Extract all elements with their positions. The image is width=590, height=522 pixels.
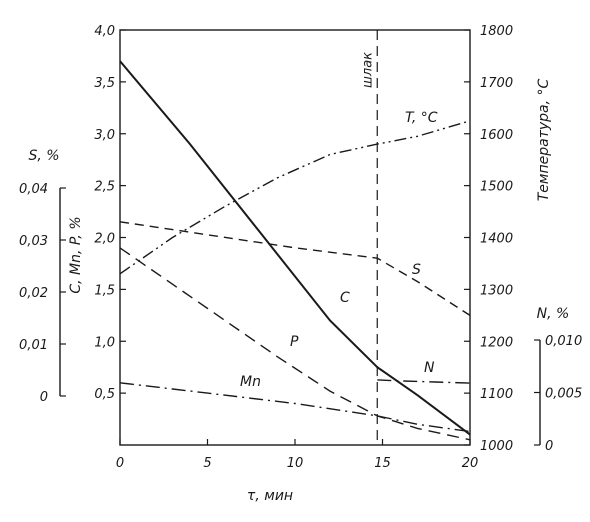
- series-label-c: C: [340, 290, 350, 306]
- series-line-mn: [119, 382, 471, 433]
- x-tick-label-3: 15: [374, 456, 391, 471]
- x-tick-label-4: 20: [462, 456, 479, 471]
- s-tick-label-4: 0,04: [19, 182, 48, 197]
- x-tick-label-0: 0: [116, 456, 124, 471]
- s-tick-label-0: 0: [40, 390, 48, 405]
- temperature-tick-label-2: 1200: [480, 335, 513, 350]
- c-mn-p-tick-label-5: 3,0: [94, 128, 115, 143]
- series-line-c: [119, 60, 471, 436]
- series-line-n: [377, 379, 471, 384]
- temperature-tick-label-0: 1000: [480, 439, 513, 454]
- n-tick-label-2: 0,010: [545, 334, 582, 349]
- c-mn-p-axis-ticks: 0,5 1,0 1,5 2,0 2,5 3,0 3,5 4,0: [94, 24, 126, 402]
- s-tick-label-1: 0,01: [19, 338, 48, 353]
- n-axis-ticks: 0 0,005 0,010: [534, 334, 582, 454]
- n-tick-label-1: 0,005: [545, 387, 582, 402]
- series-line-s: [119, 221, 471, 316]
- temperature-tick-label-7: 1700: [480, 76, 513, 91]
- c-mn-p-tick-label-6: 3,5: [94, 76, 115, 91]
- temperature-tick-label-8: 1800: [480, 24, 513, 39]
- x-tick-label-1: 5: [203, 456, 211, 471]
- n-tick-label-0: 0: [545, 439, 553, 454]
- series-label-t: T, °C: [405, 110, 438, 126]
- temperature-tick-label-1: 1100: [480, 387, 513, 402]
- c-mn-p-tick-label-1: 1,0: [94, 335, 115, 350]
- series-line-p: [119, 247, 471, 441]
- temperature-axis-label: Температура, °C: [536, 79, 552, 202]
- temperature-tick-label-3: 1300: [480, 283, 513, 298]
- s-tick-label-2: 0,02: [19, 286, 48, 301]
- slag-annotation-label: шлак: [360, 52, 375, 88]
- temperature-tick-label-6: 1600: [480, 128, 513, 143]
- c-mn-p-tick-label-3: 2,0: [94, 232, 115, 247]
- series-label-n: N: [424, 360, 435, 376]
- temperature-tick-label-4: 1400: [480, 232, 513, 247]
- series-label-p: P: [290, 334, 299, 350]
- x-axis-ticks: 0 5 10 15 20: [116, 439, 478, 471]
- series-label-s: S: [412, 262, 421, 278]
- series-line-tc: [119, 120, 471, 275]
- c-mn-p-axis-label: C, Mn, P, %: [68, 216, 84, 293]
- n-axis-label: N, %: [537, 306, 570, 322]
- c-mn-p-tick-label-0: 0,5: [94, 387, 115, 402]
- c-mn-p-tick-label-4: 2,5: [94, 180, 115, 195]
- temperature-axis-ticks: 1000 1100 1200 1300 1400 1500 1600 1700 1800: [464, 24, 513, 454]
- temperature-tick-label-5: 1500: [480, 180, 513, 195]
- x-tick-label-2: 10: [287, 456, 304, 471]
- series-group: [119, 60, 471, 441]
- s-axis-label: S, %: [28, 148, 59, 164]
- c-mn-p-tick-label-7: 4,0: [94, 24, 115, 39]
- s-axis-ticks: 0 0,01 0,02 0,03 0,04: [19, 182, 66, 405]
- c-mn-p-tick-label-2: 1,5: [94, 283, 115, 298]
- x-axis-label: τ, мин: [247, 488, 293, 504]
- series-label-mn: Mn: [240, 374, 261, 390]
- s-tick-label-3: 0,03: [19, 234, 48, 249]
